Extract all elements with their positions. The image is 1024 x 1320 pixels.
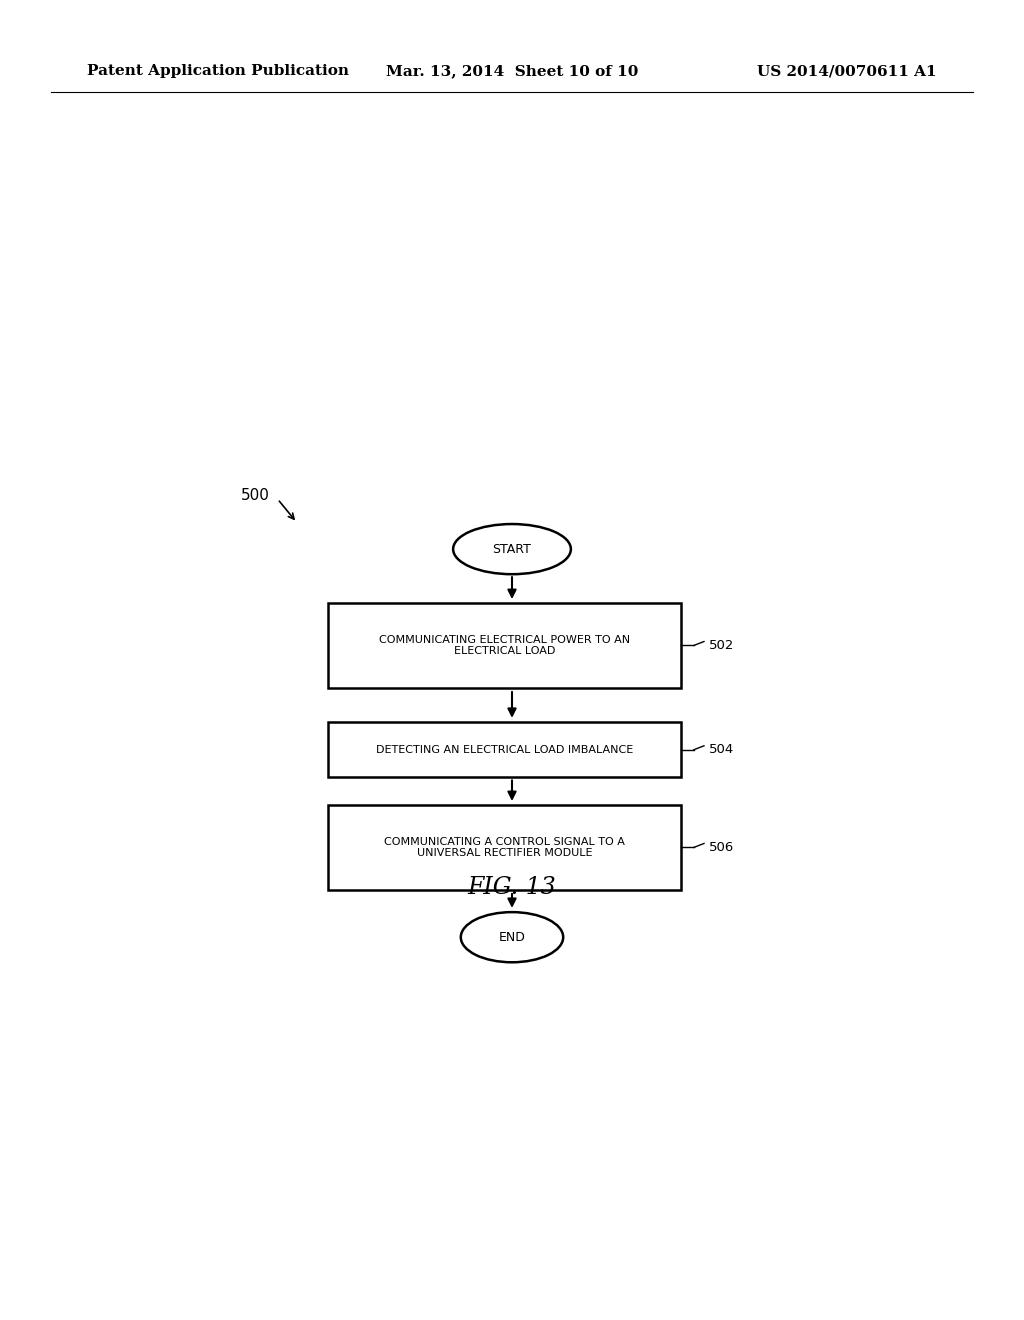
Text: COMMUNICATING ELECTRICAL POWER TO AN
ELECTRICAL LOAD: COMMUNICATING ELECTRICAL POWER TO AN ELE… xyxy=(379,635,631,656)
Text: Patent Application Publication: Patent Application Publication xyxy=(87,63,349,78)
Text: US 2014/0070611 A1: US 2014/0070611 A1 xyxy=(758,63,937,78)
Text: START: START xyxy=(493,543,531,556)
Text: END: END xyxy=(499,931,525,944)
Text: FIG. 13: FIG. 13 xyxy=(468,875,556,899)
Text: 506: 506 xyxy=(709,841,734,854)
Ellipse shape xyxy=(461,912,563,962)
Text: Mar. 13, 2014  Sheet 10 of 10: Mar. 13, 2014 Sheet 10 of 10 xyxy=(386,63,638,78)
Ellipse shape xyxy=(453,524,571,574)
FancyBboxPatch shape xyxy=(328,722,682,777)
FancyBboxPatch shape xyxy=(328,804,682,890)
Text: DETECTING AN ELECTRICAL LOAD IMBALANCE: DETECTING AN ELECTRICAL LOAD IMBALANCE xyxy=(376,744,634,755)
FancyBboxPatch shape xyxy=(328,602,682,689)
Text: 504: 504 xyxy=(709,743,734,756)
Text: 502: 502 xyxy=(709,639,734,652)
Text: COMMUNICATING A CONTROL SIGNAL TO A
UNIVERSAL RECTIFIER MODULE: COMMUNICATING A CONTROL SIGNAL TO A UNIV… xyxy=(384,837,626,858)
Text: 500: 500 xyxy=(241,487,269,503)
